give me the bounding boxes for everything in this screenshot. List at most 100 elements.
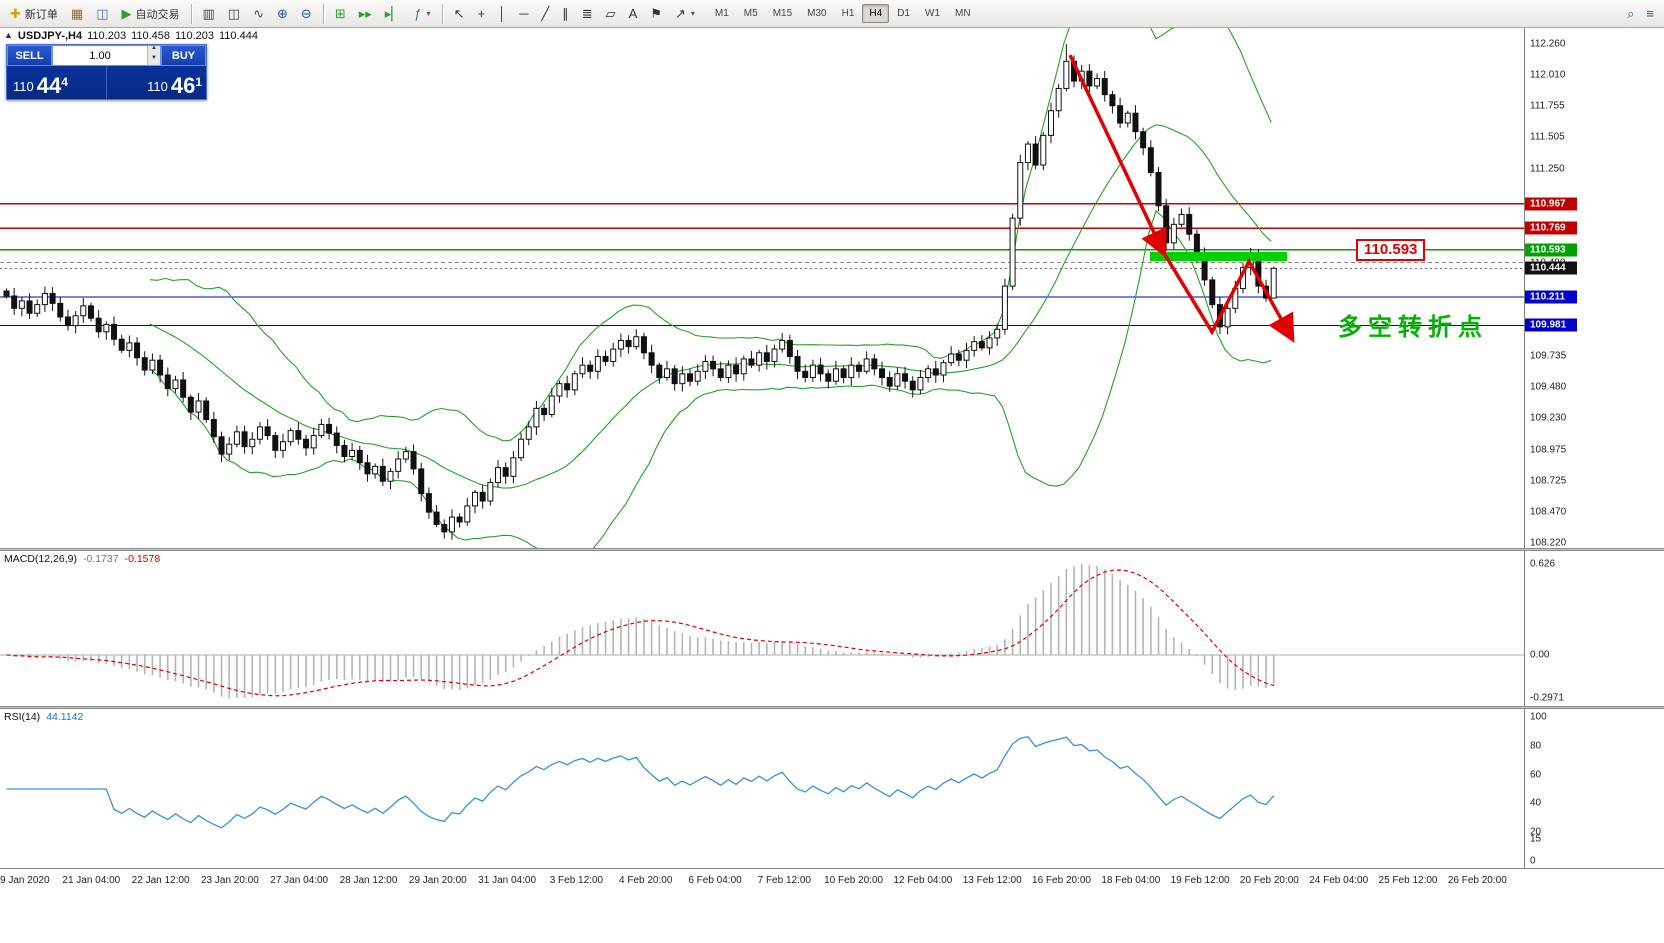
shapes-button[interactable]: ▱ [600,3,622,25]
timeframe-m1[interactable]: M1 [714,8,729,19]
text-label-button[interactable]: ⚑ [644,3,668,25]
channel-icon: ∥ [562,6,569,21]
trendline-button[interactable]: ╱ [535,3,555,25]
bar-chart-type-icon: ▥ [202,6,215,21]
timeframe-d1[interactable]: D1 [897,8,910,19]
timeframe-mn[interactable]: MN [955,8,971,19]
time-label: 21 Jan 04:00 [62,875,121,886]
timeframe-m15[interactable]: M15 [772,8,793,19]
time-label: 6 Feb 04:00 [688,875,742,886]
line-chart-type-button[interactable]: ∿ [247,3,270,25]
sell-button[interactable]: SELL [7,45,52,66]
new-order-button[interactable]: ✚ 新订单 [4,3,64,25]
time-label: 19 Jan 2020 [0,875,50,886]
time-label: 22 Jan 12:00 [131,875,190,886]
timeframe-h1[interactable]: H1 [841,8,855,19]
price-tag: 110.769 [1525,221,1577,235]
toolbar-separator [322,3,324,24]
rsi-tick: 20 [1530,826,1542,838]
lot-input[interactable] [53,46,147,65]
horizontal-line-icon: ─ [519,6,529,21]
buy-button[interactable]: BUY [161,45,206,66]
price-level-label[interactable]: 110.593 [1356,238,1426,261]
cursor-button[interactable]: ↖ [448,3,471,25]
time-label: 7 Feb 12:00 [757,875,811,886]
sell-price: 110 44 4 [13,73,68,98]
price-tick: 108.725 [1530,475,1567,487]
time-label: 26 Feb 20:00 [1447,875,1507,886]
price-tick: 112.260 [1530,38,1566,50]
market-watch-icon: ▦ [70,6,84,21]
price-tick: 111.250 [1530,163,1565,175]
zoom-in-button[interactable]: ⊕ [271,3,294,25]
timeframe-w1[interactable]: W1 [925,8,940,19]
time-label: 29 Jan 20:00 [408,875,467,886]
shapes-icon: ▱ [605,6,616,21]
panel-resize-handle[interactable] [0,548,1664,551]
data-window-button[interactable]: ◫ [90,3,114,25]
symbol-name: USDJPY-,H4 [17,30,83,42]
vertical-line-button[interactable]: │ [492,3,512,25]
channel-button[interactable]: ∥ [556,3,575,25]
market-watch-button[interactable]: ▦ [65,3,89,25]
toolbar-right-group: ⌕ ≡ [1621,3,1660,25]
tile-windows-button[interactable]: ⊞ [329,3,352,25]
autotrading-icon: ▶ [121,6,132,21]
one-click-collapse-button[interactable]: ▲ [4,30,13,40]
auto-scroll-button[interactable]: ▸▸ [353,3,378,25]
toolbar-separator [441,3,443,24]
rsi-label: RSI(14) 44.1142 [4,711,84,723]
time-label: 13 Feb 12:00 [962,875,1022,886]
horizontal-lines [0,203,1524,327]
fibonacci-button[interactable]: ≣ [576,3,599,25]
time-label: 20 Feb 20:00 [1239,875,1299,886]
time-label: 23 Jan 20:00 [200,875,259,886]
profiles-button[interactable]: ≡ [1640,3,1660,25]
trend-arrows[interactable] [1068,54,1295,343]
chart-shift-button[interactable]: ▸▏ [379,3,408,25]
turning-point-annotation[interactable]: 多空转折点 [1338,313,1488,341]
lot-increment-button[interactable]: ▲ [148,45,160,56]
price-tick: 109.735 [1530,350,1567,362]
rsi-scale[interactable]: 100 80 60 40 20 15 0 [1524,709,1664,868]
candlestick-type-button[interactable]: ◫ [222,3,246,25]
time-label: 16 Feb 20:00 [1032,875,1091,886]
bar-chart-type-button[interactable]: ▥ [197,3,221,25]
time-axis[interactable]: 19 Jan 2020 21 Jan 04:00 22 Jan 12:00 23 Ja… [0,868,1664,943]
search-button[interactable]: ⌕ [1621,3,1640,25]
rsi-line [6,735,1275,829]
crosshair-button[interactable]: + [471,3,491,25]
ohlc-close: 110.444 [218,30,258,42]
indicators-icon: ƒ [414,6,422,21]
zoom-in-icon: ⊕ [277,6,288,21]
trendline-icon: ╱ [541,6,550,21]
buy-price: 110 46 1 [106,66,206,99]
time-label: 10 Feb 20:00 [824,875,884,886]
timeframe-m5[interactable]: M5 [743,8,758,19]
zoom-out-button[interactable]: ⊖ [295,3,318,25]
macd-scale[interactable]: 0.626 0.00 -0.2971 [1524,551,1664,706]
arrows-tool-button[interactable]: ↗ ▾ [669,3,701,25]
zoom-out-icon: ⊖ [300,6,312,21]
timeframe-h4[interactable]: H4 [862,4,890,23]
timeframe-m30[interactable]: M30 [807,8,827,19]
arrows-tool-icon: ↗ [674,6,686,21]
price-scale[interactable]: 112.260 112.010 111.755 111.505 111.250 110.4… [1524,28,1664,549]
profiles-icon: ≡ [1646,6,1654,21]
bollinger-bands [149,28,1272,548]
main-chart-canvas[interactable]: ▲ USDJPY-,H4 110.203 110.458 110.203 110… [0,28,1524,548]
lot-decrement-button[interactable]: ▼ [148,55,160,65]
ohlc-open: 110.203 [87,30,127,42]
ohlc-high: 110.458 [131,30,171,42]
autotrading-button[interactable]: ▶ 自动交易 [116,3,186,25]
panel-resize-handle[interactable] [0,706,1664,709]
time-label: 31 Jan 04:00 [478,875,537,886]
macd-panel-canvas[interactable]: MACD(12,26,9) -0.1737 -0.1578 [0,551,1524,706]
macd-tick: 0.00 [1530,649,1550,661]
rsi-panel-canvas[interactable]: RSI(14) 44.1142 [0,709,1524,868]
indicators-button[interactable]: ƒ ▾ [408,3,436,25]
text-button[interactable]: A [623,3,644,25]
rsi-tick: 0 [1530,855,1536,867]
horizontal-line-button[interactable]: ─ [513,3,534,25]
